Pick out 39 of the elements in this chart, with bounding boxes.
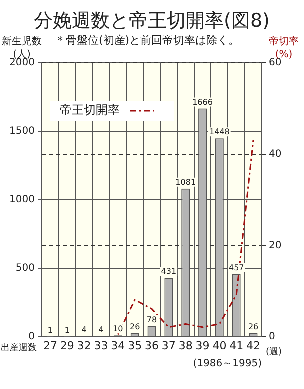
- data-label: 78: [146, 315, 158, 324]
- data-label: 1448: [210, 128, 230, 137]
- y-tick-label: 1500: [10, 126, 35, 138]
- x-tick-label: 33: [94, 339, 108, 352]
- data-label: 4: [98, 326, 104, 335]
- data-label: 1666: [192, 98, 213, 107]
- data-label: 26: [130, 322, 140, 332]
- data-label: 4: [82, 326, 87, 335]
- y-tick-label: 1000: [10, 194, 35, 206]
- data-label: 431: [161, 267, 177, 276]
- y2-tick-label: 20: [269, 240, 282, 252]
- x-axis-title: 出産週数: [1, 342, 37, 354]
- x-tick-label: 27: [43, 339, 58, 352]
- chart-subtitle: ＊骨盤位(初産)と前回帝切率は除く。: [55, 34, 240, 47]
- chart-title: 分娩週数と帝王切開率(図8): [34, 10, 270, 32]
- x-tick-label: 40: [212, 339, 227, 352]
- y2-tick-label: 0: [269, 332, 276, 343]
- x-tick-label: 32: [77, 339, 92, 352]
- data-label: 26: [248, 322, 259, 332]
- data-label: 10: [113, 324, 124, 334]
- data-label: 1: [48, 326, 54, 335]
- x-tick-label: 37: [162, 339, 176, 352]
- y2-tick-label: 40: [269, 148, 282, 160]
- x-tick-label: 35: [128, 339, 142, 352]
- data-label: 1: [64, 326, 70, 335]
- data-label: 457: [228, 263, 244, 272]
- text: (1986～1995): [193, 358, 262, 370]
- data-label: 1081: [176, 178, 196, 187]
- x-tick-label: 34: [111, 339, 126, 352]
- text: (週): [266, 346, 282, 358]
- x-tick-label: 39: [196, 339, 210, 352]
- x-tick-label: 42: [246, 339, 261, 352]
- x-tick-label: 38: [178, 339, 193, 352]
- legend-label: 帝王切開率: [60, 103, 120, 118]
- x-tick-label: 36: [145, 339, 159, 352]
- x-tick-label: 41: [230, 339, 244, 352]
- y-tick-label: 500: [16, 263, 35, 274]
- y-tick-label: 0: [28, 332, 35, 343]
- x-tick-label: 29: [60, 339, 74, 352]
